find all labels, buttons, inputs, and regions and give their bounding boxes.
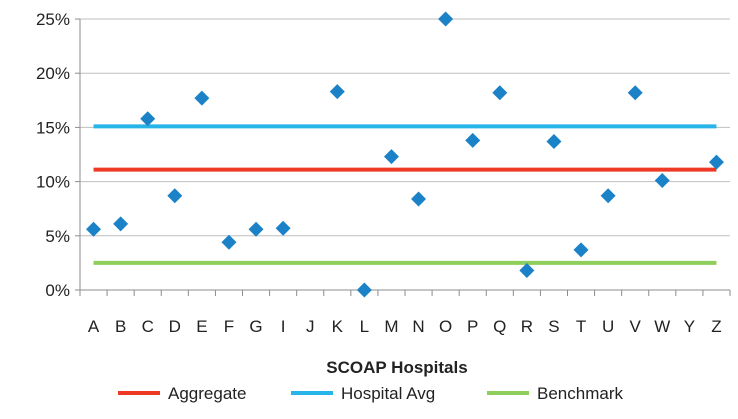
data-point-D	[167, 188, 183, 204]
x-tick-label: S	[548, 317, 559, 336]
data-point-Q	[492, 85, 508, 101]
data-point-A	[86, 221, 102, 237]
legend-label: Benchmark	[537, 384, 623, 403]
x-tick-label: L	[360, 317, 369, 336]
x-tick-label: C	[142, 317, 154, 336]
x-tick-label: U	[602, 317, 614, 336]
x-tick-label: M	[384, 317, 398, 336]
data-point-P	[465, 132, 481, 148]
data-point-L	[356, 282, 372, 298]
data-point-N	[411, 191, 427, 207]
reference-lines	[93, 124, 717, 265]
y-tick-label: 15%	[36, 118, 70, 137]
x-tick-label: A	[88, 317, 100, 336]
x-tick-label: Y	[684, 317, 695, 336]
y-tick-label: 5%	[45, 227, 70, 246]
x-axis-title: SCOAP Hospitals	[326, 358, 467, 377]
data-point-Z	[708, 154, 724, 170]
tick-labels: 0% 5% 10% 15% 20% 25% A B C D E F G I J K L M N O P Q R S T U V W Y Z	[36, 10, 722, 336]
y-tick-label: 0%	[45, 281, 70, 300]
data-point-U	[600, 188, 616, 204]
y-tick-label: 10%	[36, 173, 70, 192]
legend: Aggregate Hospital Avg Benchmark	[118, 384, 623, 403]
legend-label: Aggregate	[168, 384, 246, 403]
data-point-E	[194, 90, 210, 106]
x-tick-label: V	[630, 317, 642, 336]
x-tick-label: P	[467, 317, 478, 336]
x-tick-label: G	[249, 317, 262, 336]
data-point-R	[519, 262, 535, 278]
data-point-S	[546, 133, 562, 149]
x-tick-label: W	[654, 317, 670, 336]
y-tick-label: 20%	[36, 64, 70, 83]
data-point-O	[438, 11, 454, 27]
data-point-M	[383, 149, 399, 165]
y-tick-label: 25%	[36, 10, 70, 29]
x-tick-label: Q	[493, 317, 506, 336]
data-point-I	[275, 220, 291, 236]
data-points	[86, 11, 724, 298]
x-tick-label: I	[281, 317, 286, 336]
x-tick-label: N	[412, 317, 424, 336]
axis-layer	[75, 18, 731, 296]
x-tick-label: R	[521, 317, 533, 336]
x-tick-label: D	[169, 317, 181, 336]
x-tick-label: F	[224, 317, 234, 336]
data-point-G	[248, 221, 264, 237]
data-point-T	[573, 242, 589, 258]
data-point-C	[140, 111, 156, 127]
data-point-K	[329, 84, 345, 100]
x-tick-label: O	[439, 317, 452, 336]
data-point-V	[627, 85, 643, 101]
x-tick-label: Z	[711, 317, 721, 336]
data-point-W	[654, 173, 670, 189]
x-tick-label: E	[196, 317, 207, 336]
x-tick-label: B	[115, 317, 126, 336]
x-tick-label: T	[576, 317, 586, 336]
legend-label: Hospital Avg	[341, 384, 435, 403]
data-point-F	[221, 234, 237, 250]
x-tick-label: J	[306, 317, 315, 336]
data-point-B	[113, 216, 129, 232]
x-tick-label: K	[332, 317, 344, 336]
